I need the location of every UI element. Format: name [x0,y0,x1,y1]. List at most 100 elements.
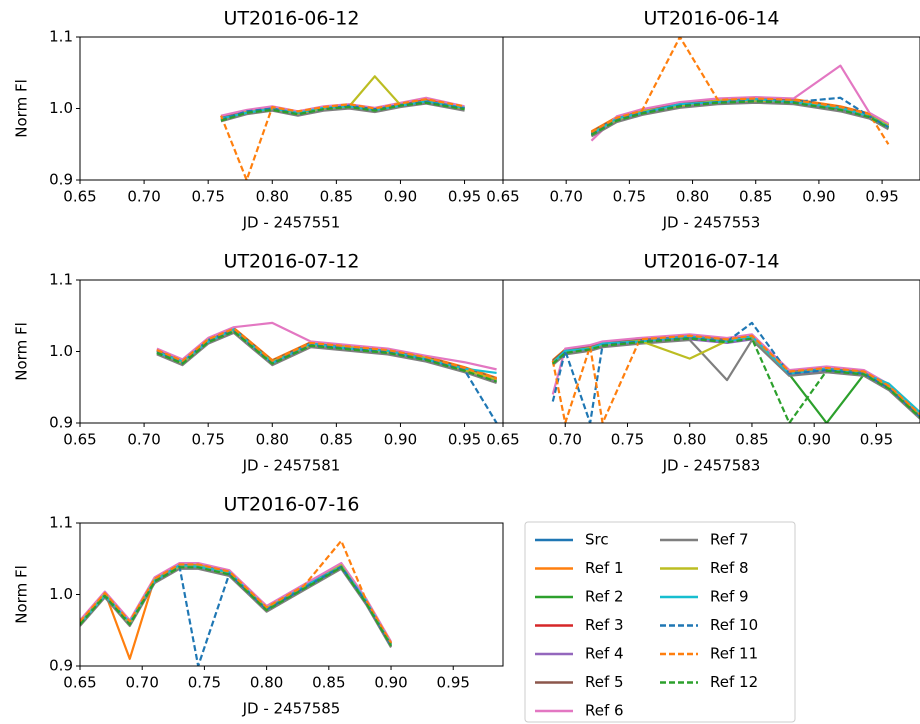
x-tick-label: 0.85 [320,188,353,206]
plot-area [156,321,498,423]
legend-label: Ref 1 [585,559,624,577]
x-axis-label: JD - 2457583 [662,457,761,475]
legend-label: Ref 10 [710,616,758,634]
series-line [552,337,920,423]
legend-label: Ref 6 [585,702,624,720]
y-axis-label: Norm Fl [13,79,31,137]
x-tick-label: 0.95 [448,188,481,206]
series-line [590,96,889,136]
x-tick-label: 0.70 [126,674,159,692]
y-tick-label: 1.1 [49,28,73,46]
chart-title: UT2016-06-12 [224,8,360,30]
x-tick-label: 0.90 [374,674,407,692]
x-tick-label: 0.85 [739,188,772,206]
x-tick-label: 0.70 [549,188,582,206]
legend-label: Src [585,531,609,549]
x-tick-label: 0.80 [676,188,709,206]
x-tick-label: 0.65 [486,188,519,206]
x-tick-label: 0.85 [312,674,345,692]
x-tick-label: 0.95 [437,674,470,692]
y-axis-label: Norm Fl [13,565,31,623]
series-line [590,98,889,136]
series-line [80,565,392,666]
legend-label: Ref 4 [585,645,624,663]
chart-title: UT2016-06-14 [644,8,780,30]
x-tick-label: 0.95 [865,188,898,206]
plot-area [219,75,465,180]
legend-label: Ref 8 [710,559,749,577]
legend-box [524,521,796,723]
y-tick-label: 1.0 [49,342,73,360]
series-line [80,567,392,648]
x-axis-label: JD - 2457581 [242,457,341,475]
series-line [551,334,920,423]
x-tick-label: 0.80 [256,188,289,206]
plot-area [551,321,920,423]
series-line [156,328,497,381]
series-line [80,566,392,647]
legend-label: Ref 5 [585,673,624,691]
x-tick-label: 0.65 [63,431,96,449]
series-line [220,101,465,122]
legend-label: Ref 9 [710,588,749,606]
x-tick-label: 0.95 [448,431,481,449]
y-tick-label: 1.1 [49,514,73,532]
chart-title: UT2016-07-12 [224,251,360,273]
x-tick-label: 0.85 [320,431,353,449]
series-line [80,539,392,644]
series-line [552,338,920,419]
x-tick-label: 0.90 [802,188,835,206]
series-line [219,98,465,180]
series-line [156,327,497,380]
legend-label: Ref 2 [585,588,624,606]
y-tick-label: 1.0 [49,99,73,117]
x-tick-label: 0.70 [127,431,160,449]
series-line [156,330,497,383]
legend-label: Ref 11 [710,645,758,663]
y-tick-label: 1.1 [49,271,73,289]
y-tick-label: 0.9 [49,657,73,675]
y-tick-label: 0.9 [49,414,73,432]
x-tick-label: 0.90 [384,431,417,449]
series-line [156,326,497,380]
plot-area [80,539,392,666]
axes-frame [502,279,920,424]
x-tick-label: 0.85 [735,431,768,449]
chart-title: UT2016-07-14 [644,251,780,273]
x-tick-label: 0.70 [549,431,582,449]
x-tick-label: 0.80 [256,431,289,449]
y-axis-label: Norm Fl [13,322,31,380]
chart-title: UT2016-07-16 [224,494,360,516]
series-line [590,37,890,145]
x-tick-label: 0.75 [188,674,221,692]
x-tick-label: 0.65 [63,674,96,692]
x-tick-label: 0.75 [191,431,224,449]
axes-frame [502,36,920,181]
x-axis-label: JD - 2457585 [242,700,341,718]
x-tick-label: 0.75 [191,188,224,206]
series-line [590,64,889,142]
series-line [156,327,497,380]
legend-label: Ref 7 [710,531,749,549]
series-line [590,101,889,138]
x-axis-label: JD - 2457551 [242,214,341,232]
x-tick-label: 0.90 [797,431,830,449]
x-tick-label: 0.80 [250,674,283,692]
legend-label: Ref 12 [710,673,758,691]
y-tick-label: 0.9 [49,171,73,189]
x-tick-label: 0.80 [673,431,706,449]
series-line [590,100,889,136]
axes-frame [79,36,504,181]
x-tick-label: 0.75 [611,431,644,449]
x-axis-label: JD - 2457553 [662,214,761,232]
x-tick-label: 0.65 [63,188,96,206]
x-tick-label: 0.75 [613,188,646,206]
plot-area [590,37,890,145]
x-tick-label: 0.70 [127,188,160,206]
legend-label: Ref 3 [585,616,624,634]
series-line [80,564,392,646]
x-tick-label: 0.90 [384,188,417,206]
y-tick-label: 1.0 [49,585,73,603]
x-tick-label: 0.65 [486,431,519,449]
